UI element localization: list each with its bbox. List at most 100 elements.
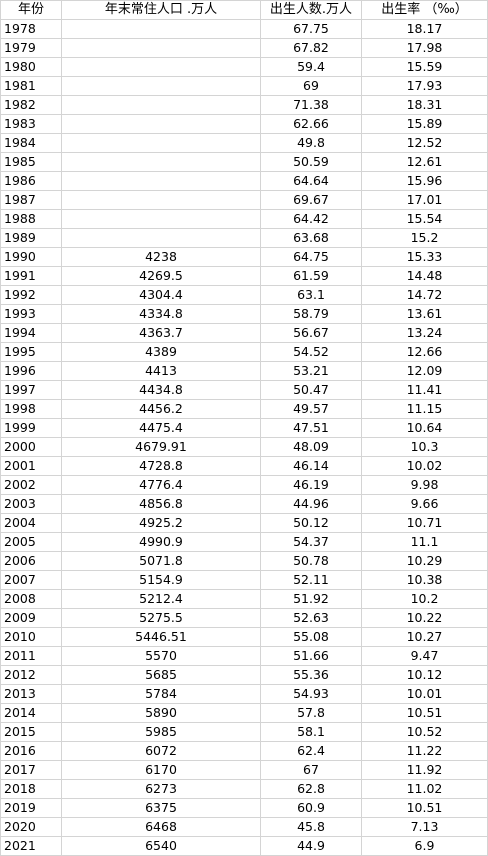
cell-population[interactable]: 4925.2 bbox=[61, 513, 261, 533]
cell-population[interactable] bbox=[61, 114, 261, 134]
cell-birth-rate[interactable]: 17.01 bbox=[361, 190, 488, 210]
cell-year[interactable]: 2007 bbox=[0, 570, 62, 590]
cell-year[interactable]: 2011 bbox=[0, 646, 62, 666]
cell-year[interactable]: 1999 bbox=[0, 418, 62, 438]
cell-population[interactable]: 4475.4 bbox=[61, 418, 261, 438]
cell-birth-rate[interactable]: 7.13 bbox=[361, 817, 488, 837]
cell-births[interactable]: 51.66 bbox=[260, 646, 362, 666]
cell-births[interactable]: 60.9 bbox=[260, 798, 362, 818]
cell-birth-rate[interactable]: 14.72 bbox=[361, 285, 488, 305]
cell-birth-rate[interactable]: 10.29 bbox=[361, 551, 488, 571]
cell-births[interactable]: 63.68 bbox=[260, 228, 362, 248]
cell-birth-rate[interactable]: 6.9 bbox=[361, 836, 488, 856]
cell-year[interactable]: 1998 bbox=[0, 399, 62, 419]
cell-birth-rate[interactable]: 11.02 bbox=[361, 779, 488, 799]
cell-population[interactable]: 4679.91 bbox=[61, 437, 261, 457]
cell-birth-rate[interactable]: 10.3 bbox=[361, 437, 488, 457]
cell-birth-rate[interactable]: 9.47 bbox=[361, 646, 488, 666]
cell-births[interactable]: 69 bbox=[260, 76, 362, 96]
cell-birth-rate[interactable]: 10.51 bbox=[361, 703, 488, 723]
cell-births[interactable]: 47.51 bbox=[260, 418, 362, 438]
cell-year[interactable]: 2002 bbox=[0, 475, 62, 495]
cell-birth-rate[interactable]: 10.2 bbox=[361, 589, 488, 609]
cell-births[interactable]: 64.42 bbox=[260, 209, 362, 229]
cell-birth-rate[interactable]: 15.59 bbox=[361, 57, 488, 77]
cell-birth-rate[interactable]: 10.38 bbox=[361, 570, 488, 590]
cell-birth-rate[interactable]: 17.98 bbox=[361, 38, 488, 58]
cell-year[interactable]: 1985 bbox=[0, 152, 62, 172]
cell-year[interactable]: 2013 bbox=[0, 684, 62, 704]
cell-population[interactable]: 4413 bbox=[61, 361, 261, 381]
cell-population[interactable] bbox=[61, 95, 261, 115]
cell-birth-rate[interactable]: 13.61 bbox=[361, 304, 488, 324]
cell-population[interactable] bbox=[61, 209, 261, 229]
cell-births[interactable]: 55.08 bbox=[260, 627, 362, 647]
cell-population[interactable]: 5784 bbox=[61, 684, 261, 704]
cell-births[interactable]: 67.82 bbox=[260, 38, 362, 58]
cell-births[interactable]: 51.92 bbox=[260, 589, 362, 609]
cell-birth-rate[interactable]: 10.51 bbox=[361, 798, 488, 818]
cell-population[interactable]: 5985 bbox=[61, 722, 261, 742]
cell-year[interactable]: 2012 bbox=[0, 665, 62, 685]
cell-birth-rate[interactable]: 10.64 bbox=[361, 418, 488, 438]
cell-year[interactable]: 2006 bbox=[0, 551, 62, 571]
cell-year[interactable]: 2008 bbox=[0, 589, 62, 609]
cell-birth-rate[interactable]: 10.01 bbox=[361, 684, 488, 704]
cell-births[interactable]: 62.8 bbox=[260, 779, 362, 799]
cell-births[interactable]: 57.8 bbox=[260, 703, 362, 723]
cell-births[interactable]: 50.59 bbox=[260, 152, 362, 172]
cell-year[interactable]: 1990 bbox=[0, 247, 62, 267]
cell-year[interactable]: 2010 bbox=[0, 627, 62, 647]
cell-births[interactable]: 53.21 bbox=[260, 361, 362, 381]
cell-births[interactable]: 54.52 bbox=[260, 342, 362, 362]
cell-births[interactable]: 63.1 bbox=[260, 285, 362, 305]
cell-births[interactable]: 49.8 bbox=[260, 133, 362, 153]
cell-birth-rate[interactable]: 14.48 bbox=[361, 266, 488, 286]
cell-year[interactable]: 2020 bbox=[0, 817, 62, 837]
cell-birth-rate[interactable]: 11.1 bbox=[361, 532, 488, 552]
cell-population[interactable]: 5890 bbox=[61, 703, 261, 723]
cell-births[interactable]: 56.67 bbox=[260, 323, 362, 343]
cell-population[interactable]: 6072 bbox=[61, 741, 261, 761]
cell-births[interactable]: 55.36 bbox=[260, 665, 362, 685]
cell-population[interactable] bbox=[61, 228, 261, 248]
cell-births[interactable]: 67.75 bbox=[260, 19, 362, 39]
cell-population[interactable]: 6375 bbox=[61, 798, 261, 818]
cell-population[interactable]: 4238 bbox=[61, 247, 261, 267]
cell-birth-rate[interactable]: 15.96 bbox=[361, 171, 488, 191]
cell-population[interactable]: 4456.2 bbox=[61, 399, 261, 419]
cell-birth-rate[interactable]: 12.09 bbox=[361, 361, 488, 381]
cell-population[interactable]: 4269.5 bbox=[61, 266, 261, 286]
cell-year[interactable]: 2015 bbox=[0, 722, 62, 742]
cell-year[interactable]: 2018 bbox=[0, 779, 62, 799]
cell-birth-rate[interactable]: 10.71 bbox=[361, 513, 488, 533]
cell-year[interactable]: 1978 bbox=[0, 19, 62, 39]
cell-population[interactable]: 5570 bbox=[61, 646, 261, 666]
cell-births[interactable]: 52.63 bbox=[260, 608, 362, 628]
cell-births[interactable]: 58.79 bbox=[260, 304, 362, 324]
cell-births[interactable]: 45.8 bbox=[260, 817, 362, 837]
cell-birth-rate[interactable]: 12.61 bbox=[361, 152, 488, 172]
cell-births[interactable]: 49.57 bbox=[260, 399, 362, 419]
cell-year[interactable]: 1997 bbox=[0, 380, 62, 400]
cell-population[interactable]: 6170 bbox=[61, 760, 261, 780]
cell-population[interactable] bbox=[61, 19, 261, 39]
cell-births[interactable]: 64.64 bbox=[260, 171, 362, 191]
cell-birth-rate[interactable]: 12.66 bbox=[361, 342, 488, 362]
cell-year[interactable]: 2001 bbox=[0, 456, 62, 476]
cell-year[interactable]: 1989 bbox=[0, 228, 62, 248]
cell-birth-rate[interactable]: 18.31 bbox=[361, 95, 488, 115]
cell-year[interactable]: 1984 bbox=[0, 133, 62, 153]
cell-population[interactable] bbox=[61, 38, 261, 58]
cell-population[interactable] bbox=[61, 152, 261, 172]
cell-year[interactable]: 2019 bbox=[0, 798, 62, 818]
cell-year[interactable]: 2014 bbox=[0, 703, 62, 723]
header-births[interactable]: 出生人数.万人 bbox=[260, 0, 362, 20]
header-year[interactable]: 年份 bbox=[0, 0, 62, 20]
cell-population[interactable]: 5275.5 bbox=[61, 608, 261, 628]
cell-population[interactable]: 5685 bbox=[61, 665, 261, 685]
cell-year[interactable]: 2017 bbox=[0, 760, 62, 780]
cell-birth-rate[interactable]: 11.22 bbox=[361, 741, 488, 761]
cell-year[interactable]: 1982 bbox=[0, 95, 62, 115]
cell-population[interactable] bbox=[61, 76, 261, 96]
